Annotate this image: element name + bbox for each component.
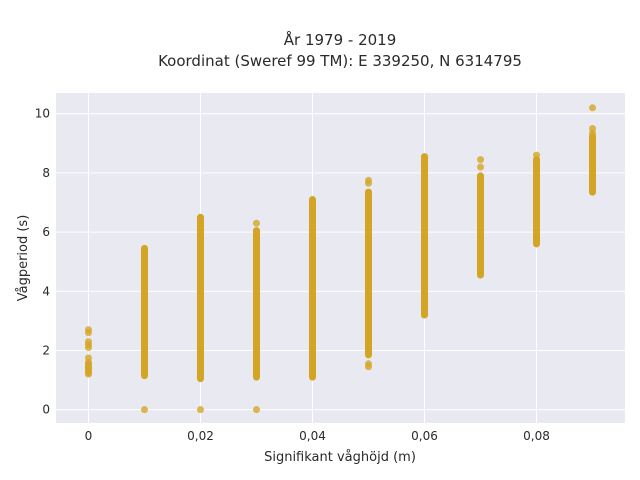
x-tick-label: 0,04 (299, 429, 326, 443)
data-points (84, 104, 597, 414)
point-cluster (365, 188, 373, 359)
data-point (84, 338, 92, 346)
chart-title-line2: Koordinat (Sweref 99 TM): E 339250, N 63… (158, 52, 522, 70)
x-tick-label: 0,02 (187, 429, 214, 443)
data-point (589, 104, 597, 112)
y-tick-label: 4 (42, 284, 50, 298)
data-point (196, 406, 204, 414)
x-tick-label: 0 (85, 429, 93, 443)
point-cluster (308, 196, 316, 381)
data-point (140, 406, 148, 414)
data-point (252, 406, 260, 414)
data-point (84, 326, 92, 334)
x-tick-label: 0,08 (523, 429, 550, 443)
y-axis-label: Vågperiod (s) (16, 215, 31, 302)
y-tick-label: 8 (42, 166, 50, 180)
point-cluster (533, 156, 541, 248)
point-cluster (252, 227, 260, 381)
y-tick-labels: 0 2 4 6 8 10 (35, 107, 50, 417)
data-point (308, 203, 316, 211)
point-cluster (196, 213, 204, 383)
data-point (84, 354, 92, 362)
data-point (533, 151, 541, 159)
x-axis-label: Signifikant våghöjd (m) (264, 450, 416, 465)
x-tick-label: 0,06 (411, 429, 438, 443)
point-cluster (140, 244, 148, 380)
y-tick-label: 2 (42, 343, 50, 357)
y-tick-label: 6 (42, 225, 50, 239)
chart-title-line1: År 1979 - 2019 (284, 30, 397, 49)
data-point (589, 125, 597, 133)
x-tick-labels: 0 0,02 0,04 0,06 0,08 (85, 429, 550, 443)
point-cluster (589, 132, 597, 196)
plot-area (56, 93, 625, 423)
y-tick-label: 10 (35, 107, 50, 121)
y-tick-label: 0 (42, 403, 50, 417)
data-point (477, 163, 485, 171)
data-point (477, 156, 485, 164)
point-cluster (421, 153, 429, 319)
point-cluster (477, 172, 485, 279)
data-point (252, 219, 260, 227)
data-point (365, 176, 373, 184)
data-point (365, 360, 373, 368)
